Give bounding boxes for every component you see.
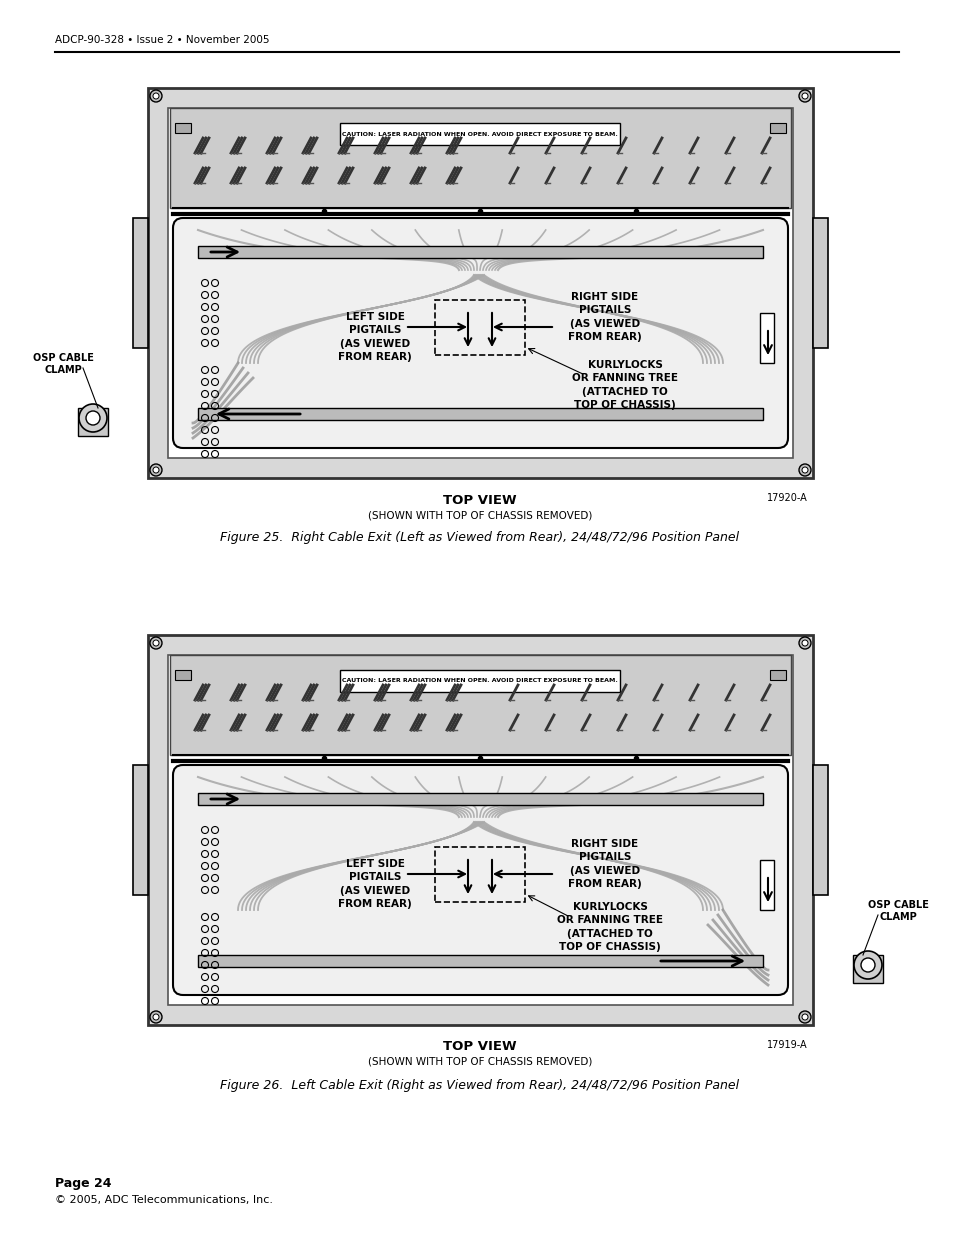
Text: © 2005, ADC Telecommunications, Inc.: © 2005, ADC Telecommunications, Inc.	[55, 1195, 273, 1205]
Text: RIGHT SIDE
PIGTAILS
(AS VIEWED
FROM REAR): RIGHT SIDE PIGTAILS (AS VIEWED FROM REAR…	[568, 293, 641, 342]
Text: CAUTION: LASER RADIATION WHEN OPEN. AVOID DIRECT EXPOSURE TO BEAM.: CAUTION: LASER RADIATION WHEN OPEN. AVOI…	[342, 678, 618, 683]
FancyBboxPatch shape	[148, 88, 812, 478]
Circle shape	[853, 951, 882, 979]
Bar	[132, 764, 148, 895]
Text: 17920-A: 17920-A	[766, 493, 807, 503]
Bar	[812, 219, 827, 348]
Bar	[339, 671, 619, 692]
Circle shape	[799, 90, 810, 103]
FancyBboxPatch shape	[172, 764, 787, 995]
Text: 17919-A: 17919-A	[766, 1040, 807, 1050]
Circle shape	[801, 93, 807, 99]
Text: OSP CABLE
CLAMP: OSP CABLE CLAMP	[866, 900, 927, 921]
Circle shape	[152, 93, 159, 99]
Circle shape	[801, 640, 807, 646]
Text: (SHOWN WITH TOP OF CHASSIS REMOVED): (SHOWN WITH TOP OF CHASSIS REMOVED)	[368, 510, 592, 520]
Circle shape	[86, 411, 100, 425]
Circle shape	[152, 640, 159, 646]
Circle shape	[150, 637, 162, 650]
Text: (SHOWN WITH TOP OF CHASSIS REMOVED): (SHOWN WITH TOP OF CHASSIS REMOVED)	[368, 1057, 592, 1067]
Circle shape	[79, 404, 107, 432]
Bar	[339, 124, 619, 144]
Circle shape	[152, 1014, 159, 1020]
Bar	[852, 955, 882, 983]
Text: KURLYLOCKS
OR FANNING TREE
(ATTACHED TO
TOP OF CHASSIS): KURLYLOCKS OR FANNING TREE (ATTACHED TO …	[557, 903, 662, 952]
Bar	[769, 671, 785, 680]
Circle shape	[799, 464, 810, 475]
Circle shape	[799, 637, 810, 650]
Circle shape	[801, 467, 807, 473]
Text: RIGHT SIDE
PIGTAILS
(AS VIEWED
FROM REAR): RIGHT SIDE PIGTAILS (AS VIEWED FROM REAR…	[568, 840, 641, 889]
Text: CAUTION: LASER RADIATION WHEN OPEN. AVOID DIRECT EXPOSURE TO BEAM.: CAUTION: LASER RADIATION WHEN OPEN. AVOI…	[342, 131, 618, 137]
FancyBboxPatch shape	[168, 655, 792, 1005]
Text: LEFT SIDE
PIGTAILS
(AS VIEWED
FROM REAR): LEFT SIDE PIGTAILS (AS VIEWED FROM REAR)	[337, 860, 412, 909]
Text: Figure 26.  Left Cable Exit (Right as Viewed from Rear), 24/48/72/96 Position Pa: Figure 26. Left Cable Exit (Right as Vie…	[220, 1078, 739, 1092]
Bar	[435, 300, 524, 354]
Circle shape	[861, 958, 874, 972]
Text: OSP CABLE
CLAMP: OSP CABLE CLAMP	[32, 353, 93, 374]
Text: TOP VIEW: TOP VIEW	[443, 1041, 517, 1053]
Bar	[78, 408, 108, 436]
Bar	[198, 246, 762, 258]
Text: ADCP-90-328 • Issue 2 • November 2005: ADCP-90-328 • Issue 2 • November 2005	[55, 35, 269, 44]
Bar	[198, 408, 762, 420]
Text: KURLYLOCKS
OR FANNING TREE
(ATTACHED TO
TOP OF CHASSIS): KURLYLOCKS OR FANNING TREE (ATTACHED TO …	[572, 361, 678, 410]
FancyBboxPatch shape	[172, 219, 787, 448]
Bar	[812, 764, 827, 895]
Text: Figure 25.  Right Cable Exit (Left as Viewed from Rear), 24/48/72/96 Position Pa: Figure 25. Right Cable Exit (Left as Vie…	[220, 531, 739, 545]
Bar	[760, 860, 773, 910]
FancyBboxPatch shape	[148, 635, 812, 1025]
Bar	[198, 955, 762, 967]
Circle shape	[150, 90, 162, 103]
Bar	[198, 793, 762, 805]
Circle shape	[799, 1011, 810, 1023]
Text: LEFT SIDE
PIGTAILS
(AS VIEWED
FROM REAR): LEFT SIDE PIGTAILS (AS VIEWED FROM REAR)	[337, 312, 412, 362]
Bar	[170, 107, 790, 207]
Bar	[435, 847, 524, 902]
Bar	[769, 124, 785, 133]
Bar	[174, 124, 191, 133]
Bar	[170, 655, 790, 755]
Bar	[760, 312, 773, 363]
Circle shape	[152, 467, 159, 473]
Bar	[132, 219, 148, 348]
Text: Page 24: Page 24	[55, 1177, 112, 1189]
Text: TOP VIEW: TOP VIEW	[443, 494, 517, 506]
Bar	[174, 671, 191, 680]
Circle shape	[150, 1011, 162, 1023]
Circle shape	[801, 1014, 807, 1020]
Circle shape	[150, 464, 162, 475]
FancyBboxPatch shape	[168, 107, 792, 458]
